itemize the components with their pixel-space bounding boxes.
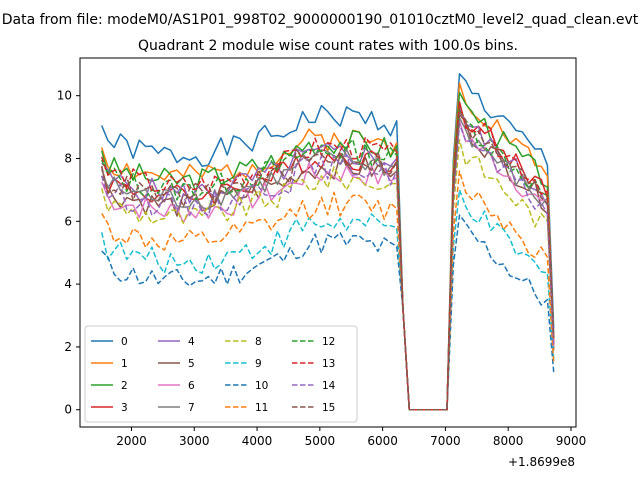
legend-label-2: 2 xyxy=(121,380,128,392)
figure-suptitle: Data from file: modeM0/AS1P01_998T02_900… xyxy=(2,12,639,28)
series-line-9 xyxy=(100,189,555,411)
x-tick-label: 4000 xyxy=(242,434,273,448)
legend-label-7: 7 xyxy=(188,402,195,414)
legend-label-6: 6 xyxy=(188,380,195,392)
legend-label-15: 15 xyxy=(322,402,335,414)
legend-box xyxy=(84,325,358,423)
series-line-7 xyxy=(100,116,555,411)
y-axis: 0 2 4 6 8 10 xyxy=(57,89,80,417)
x-axis-offset-label: +1.8699e8 xyxy=(508,455,575,469)
y-tick-label: 8 xyxy=(64,151,72,165)
legend-label-1: 1 xyxy=(121,358,128,370)
series-line-6 xyxy=(101,120,555,411)
plot-frame xyxy=(79,57,577,428)
y-tick-label: 4 xyxy=(64,277,72,291)
legend-label-11: 11 xyxy=(255,402,268,414)
legend-label-5: 5 xyxy=(188,358,195,370)
series-line-12 xyxy=(101,107,555,411)
x-tick-label: 9000 xyxy=(556,434,587,448)
x-tick-label: 2000 xyxy=(116,434,147,448)
series-line-13 xyxy=(100,101,555,411)
x-axis: 2000 3000 4000 5000 6000 7000 8000 9000 xyxy=(116,427,586,448)
series-line-14 xyxy=(100,123,555,411)
series-layer xyxy=(100,72,555,411)
legend-label-13: 13 xyxy=(322,358,335,370)
y-tick-label: 2 xyxy=(64,340,72,354)
legend-label-0: 0 xyxy=(121,336,128,348)
legend-label-9: 9 xyxy=(255,358,262,370)
legend-label-10: 10 xyxy=(255,380,268,392)
x-tick-label: 3000 xyxy=(179,434,210,448)
y-tick-label: 0 xyxy=(64,403,72,417)
legend-label-3: 3 xyxy=(121,402,128,414)
series-line-11 xyxy=(101,170,555,411)
legend-label-12: 12 xyxy=(322,336,335,348)
x-tick-label: 8000 xyxy=(493,434,524,448)
series-line-10 xyxy=(101,214,555,411)
legend-label-8: 8 xyxy=(255,336,262,348)
chart-title: Quadrant 2 module wise count rates with … xyxy=(138,38,518,54)
y-tick-label: 6 xyxy=(64,214,72,228)
series-line-2 xyxy=(100,91,555,411)
legend-label-4: 4 xyxy=(188,336,195,348)
series-line-15 xyxy=(100,110,555,411)
legend-label-14: 14 xyxy=(322,380,336,392)
series-line-0 xyxy=(101,72,555,411)
x-tick-label: 6000 xyxy=(367,434,398,448)
x-tick-label: 5000 xyxy=(305,434,336,448)
x-tick-label: 7000 xyxy=(430,434,461,448)
y-tick-label: 10 xyxy=(57,89,72,103)
